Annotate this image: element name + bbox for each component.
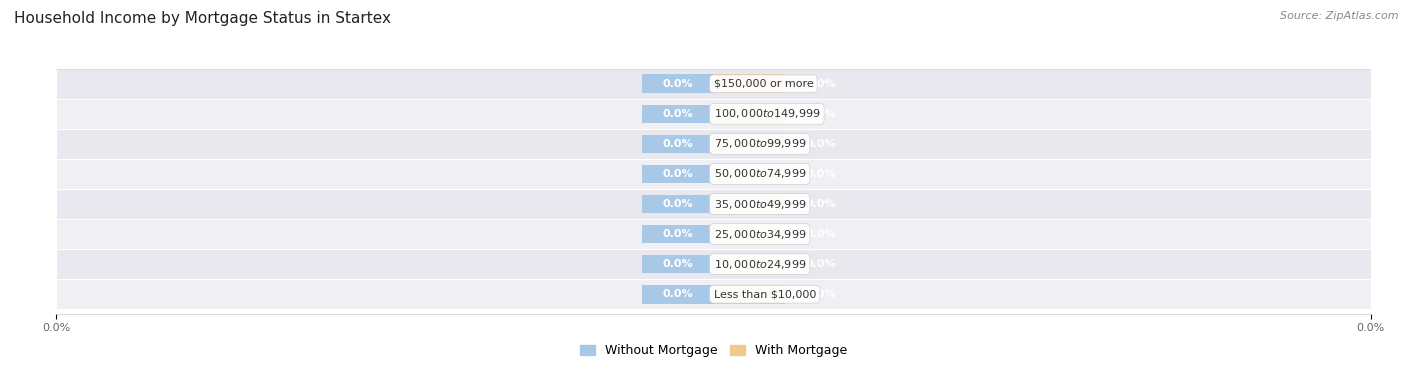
Text: 0.0%: 0.0% [662,169,693,179]
Bar [56,69,1371,99]
Legend: Without Mortgage, With Mortgage: Without Mortgage, With Mortgage [575,339,852,363]
Bar [713,105,785,123]
Bar [713,255,785,273]
Bar [713,135,785,153]
Text: $50,000 to $74,999: $50,000 to $74,999 [713,167,806,180]
Text: 0.0%: 0.0% [806,289,837,299]
Bar [56,159,1371,189]
Bar [641,225,713,243]
Bar [641,285,713,304]
Text: Less than $10,000: Less than $10,000 [713,289,815,299]
Bar [641,74,713,93]
Text: $35,000 to $49,999: $35,000 to $49,999 [713,198,806,211]
Bar [713,285,785,304]
Text: 0.0%: 0.0% [806,79,837,89]
Text: $25,000 to $34,999: $25,000 to $34,999 [713,228,806,240]
Text: 0.0%: 0.0% [662,289,693,299]
Bar [641,165,713,183]
Text: 0.0%: 0.0% [806,199,837,209]
Text: 0.0%: 0.0% [806,259,837,269]
Text: 0.0%: 0.0% [662,139,693,149]
Text: $75,000 to $99,999: $75,000 to $99,999 [713,138,806,150]
Text: 0.0%: 0.0% [806,109,837,119]
Text: 0.0%: 0.0% [806,229,837,239]
Bar [56,129,1371,159]
Bar [56,219,1371,249]
Text: 0.0%: 0.0% [662,79,693,89]
Bar [641,255,713,273]
Bar [56,99,1371,129]
Bar [641,195,713,213]
Text: Source: ZipAtlas.com: Source: ZipAtlas.com [1281,11,1399,21]
Bar [713,225,785,243]
Bar [56,189,1371,219]
Text: $10,000 to $24,999: $10,000 to $24,999 [713,258,806,271]
Bar [713,165,785,183]
Text: 0.0%: 0.0% [806,139,837,149]
Text: 0.0%: 0.0% [662,199,693,209]
Bar [713,74,785,93]
Bar [641,105,713,123]
Text: 0.0%: 0.0% [662,229,693,239]
Text: 0.0%: 0.0% [662,259,693,269]
Text: 0.0%: 0.0% [662,109,693,119]
Text: $100,000 to $149,999: $100,000 to $149,999 [713,107,820,120]
Text: 0.0%: 0.0% [806,169,837,179]
Text: Household Income by Mortgage Status in Startex: Household Income by Mortgage Status in S… [14,11,391,26]
Text: $150,000 or more: $150,000 or more [713,79,813,89]
Bar [641,135,713,153]
Bar [713,195,785,213]
Bar [56,279,1371,309]
Bar [56,249,1371,279]
